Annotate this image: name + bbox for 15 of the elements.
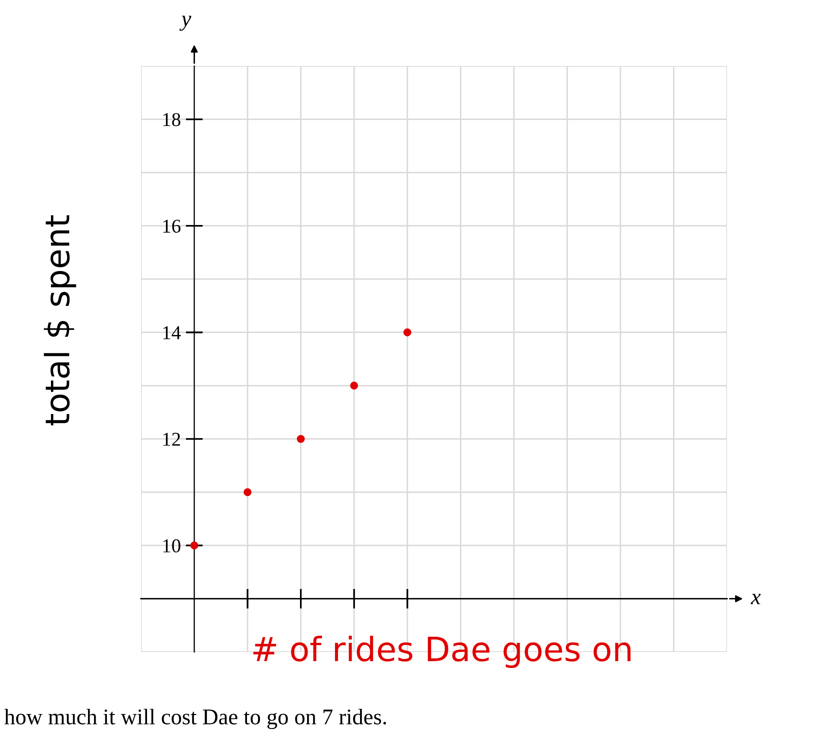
text: total $ spent <box>44 215 76 426</box>
point <box>403 328 412 336</box>
y-axis-title: y <box>179 16 192 31</box>
y-tick-label: 16 <box>163 220 180 233</box>
y-tick-label: 18 <box>163 113 180 126</box>
point <box>296 434 305 443</box>
y-tick-label: 14 <box>163 326 181 340</box>
point <box>244 488 252 496</box>
y-tick-label: 10 <box>163 539 180 552</box>
x-axis-title: x <box>750 594 761 604</box>
y-tick-label: 12 <box>163 432 180 446</box>
point <box>190 542 198 550</box>
text: how much it will cost Dae to go on 7 rides. <box>4 708 386 730</box>
annotation: # of rides Dae goes on <box>253 636 630 668</box>
point <box>350 382 358 390</box>
